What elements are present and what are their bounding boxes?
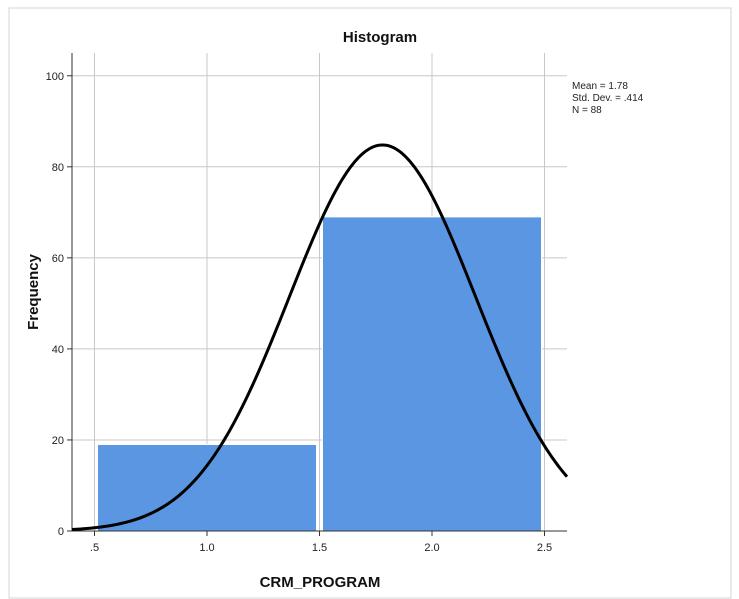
chart-title: Histogram xyxy=(343,29,417,46)
y-tick-label: 0 xyxy=(58,526,64,538)
stats-mean: Mean = 1.78 xyxy=(572,81,628,92)
y-tick-label: 100 xyxy=(46,71,64,83)
x-tick-label: 2.0 xyxy=(424,542,439,554)
y-tick-label: 80 xyxy=(52,162,64,174)
stats-legend: Mean = 1.78 Std. Dev. = .414 N = 88 xyxy=(572,81,644,116)
y-tick-label: 60 xyxy=(52,253,64,265)
x-tick-labels: .5 1.0 1.5 2.0 2.5 xyxy=(90,542,552,554)
y-tick-label: 20 xyxy=(52,435,64,447)
normal-curve xyxy=(71,143,569,532)
x-tick-label: 1.0 xyxy=(199,542,214,554)
x-axis-title: CRM_PROGRAM xyxy=(260,574,381,591)
stats-n: N = 88 xyxy=(572,105,602,116)
stats-std-dev: Std. Dev. = .414 xyxy=(572,93,644,104)
y-tick-labels: 0 20 40 60 80 100 xyxy=(46,71,64,538)
x-tick-label: 2.5 xyxy=(537,542,552,554)
histogram-bar xyxy=(97,444,317,532)
y-axis-title: Frequency xyxy=(25,253,42,330)
y-tick-label: 40 xyxy=(52,344,64,356)
x-tick-label: .5 xyxy=(90,542,99,554)
plot-axes xyxy=(67,53,567,536)
x-tick-label: 1.5 xyxy=(312,542,327,554)
